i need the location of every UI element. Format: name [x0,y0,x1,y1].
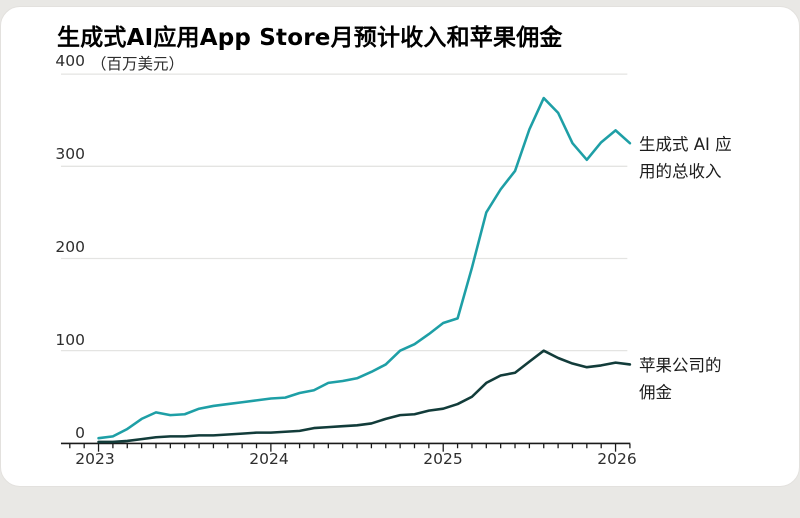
commission-annotation-line2: 佣金 [639,383,672,402]
revenue-line [97,96,632,440]
x-tick-2026: 2026 [597,450,637,468]
x-tick-2023: 2023 [75,450,115,468]
commission-annotation: 苹果公司的 佣金 [639,352,769,406]
y-tick-400: 400 [55,52,85,70]
commission-annotation-line1: 苹果公司的 [639,356,722,375]
x-tick-2025: 2025 [423,450,463,468]
y-tick-300: 300 [55,145,85,163]
revenue-annotation: 生成式 AI 应 用的总收入 [639,131,769,185]
gridlines [60,73,628,352]
x-tick-2024: 2024 [249,450,289,468]
revenue-annotation-line1: 生成式 AI 应 [639,135,732,154]
chart-title: 生成式AI应用App Store月预计收入和苹果佣金 [57,25,563,51]
y-tick-0: 0 [75,424,85,442]
x-axis-ticks [69,443,631,452]
y-tick-200: 200 [55,238,85,256]
y-tick-100: 100 [55,331,85,349]
y-axis-unit-label: （百万美元） [91,55,185,73]
revenue-annotation-line2: 用的总收入 [639,162,722,181]
chart-card [0,6,800,487]
commission-line [97,349,632,444]
